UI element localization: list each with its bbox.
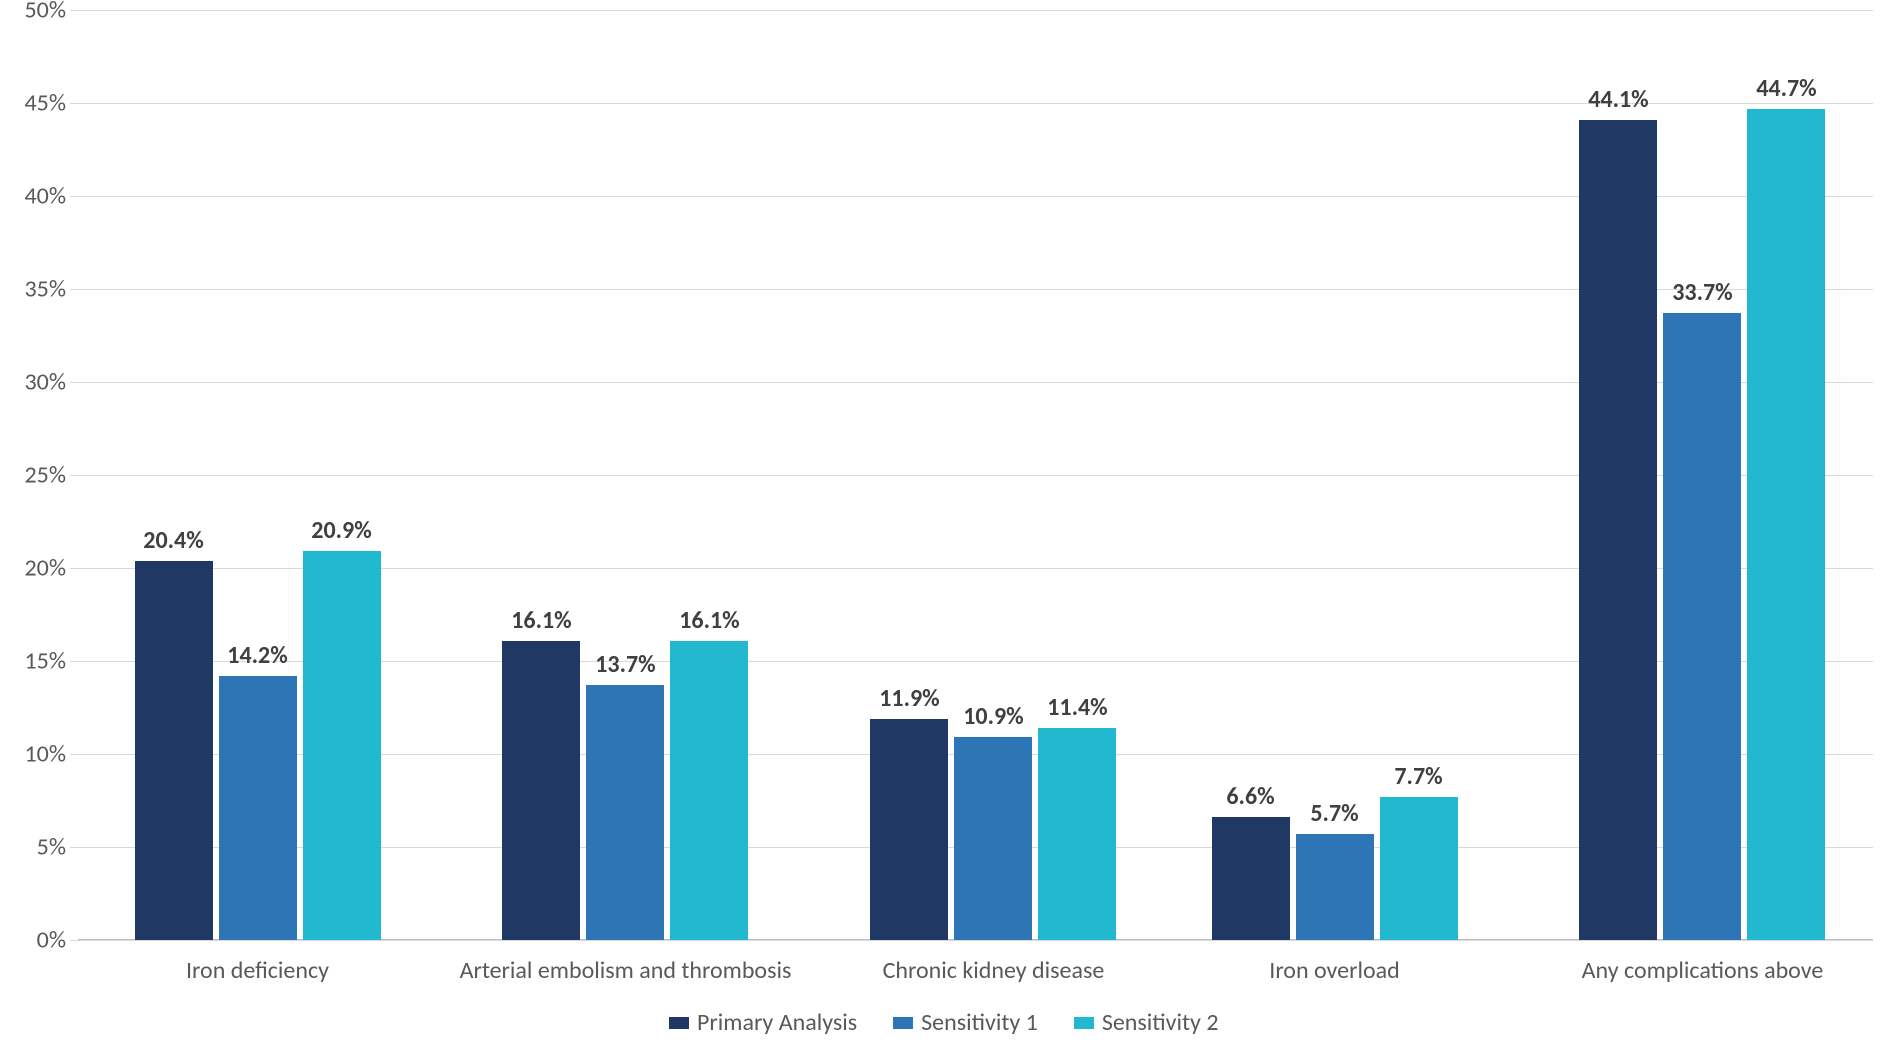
bar: 11.9% bbox=[870, 719, 948, 940]
y-axis-tick-label: 5% bbox=[37, 833, 78, 862]
bar: 16.1% bbox=[502, 641, 580, 940]
bar-data-label: 6.6% bbox=[1226, 782, 1274, 811]
chart-container: 0%5%10%15%20%25%30%35%40%45%50%20.4%14.2… bbox=[0, 0, 1889, 1045]
bar-rect bbox=[303, 551, 381, 940]
bar-rect bbox=[1296, 834, 1374, 940]
category-label: Iron overload bbox=[1269, 940, 1399, 985]
bar-rect bbox=[1380, 797, 1458, 940]
bar-rect bbox=[670, 641, 748, 940]
bar-data-label: 33.7% bbox=[1672, 278, 1732, 307]
bar: 44.7% bbox=[1747, 109, 1825, 940]
bar: 20.4% bbox=[135, 561, 213, 940]
bar-group: 44.1%33.7%44.7% bbox=[1579, 109, 1825, 940]
bar: 7.7% bbox=[1380, 797, 1458, 940]
bar-data-label: 14.2% bbox=[227, 641, 287, 670]
bar-rect bbox=[502, 641, 580, 940]
legend-item: Sensitivity 2 bbox=[1074, 1008, 1219, 1037]
bar: 11.4% bbox=[1038, 728, 1116, 940]
y-axis-tick-label: 15% bbox=[25, 647, 78, 676]
bar-rect bbox=[219, 676, 297, 940]
y-axis-tick-label: 10% bbox=[25, 740, 78, 769]
bar-data-label: 13.7% bbox=[595, 650, 655, 679]
bar-data-label: 20.4% bbox=[143, 526, 203, 555]
legend-label: Sensitivity 2 bbox=[1102, 1008, 1219, 1037]
legend-swatch bbox=[893, 1017, 913, 1029]
bar-rect bbox=[1663, 313, 1741, 940]
bar-data-label: 44.1% bbox=[1588, 85, 1648, 114]
bar-rect bbox=[1747, 109, 1825, 940]
bar-data-label: 10.9% bbox=[963, 702, 1023, 731]
y-axis-tick-label: 0% bbox=[37, 926, 78, 955]
bar-data-label: 44.7% bbox=[1756, 74, 1816, 103]
bar: 10.9% bbox=[954, 737, 1032, 940]
category-label: Iron deficiency bbox=[186, 940, 329, 985]
bar-data-label: 11.9% bbox=[879, 684, 939, 713]
y-axis-tick-label: 20% bbox=[25, 554, 78, 583]
legend: Primary Analysis Sensitivity 1 Sensitivity… bbox=[669, 1008, 1219, 1037]
bar-group: 16.1%13.7%16.1% bbox=[502, 641, 748, 940]
legend-item: Primary Analysis bbox=[669, 1008, 857, 1037]
bar-rect bbox=[135, 561, 213, 940]
legend-label: Sensitivity 1 bbox=[921, 1008, 1038, 1037]
category-label: Chronic kidney disease bbox=[883, 940, 1105, 985]
y-axis-tick-label: 40% bbox=[25, 182, 78, 211]
bar-group: 11.9%10.9%11.4% bbox=[870, 719, 1116, 940]
bar: 33.7% bbox=[1663, 313, 1741, 940]
legend-label: Primary Analysis bbox=[697, 1008, 857, 1037]
bar-data-label: 11.4% bbox=[1047, 693, 1107, 722]
y-axis-tick-label: 50% bbox=[25, 0, 78, 25]
legend-swatch bbox=[669, 1017, 689, 1029]
legend-swatch bbox=[1074, 1017, 1094, 1029]
gridline bbox=[78, 10, 1873, 11]
bar-data-label: 16.1% bbox=[679, 606, 739, 635]
bar-rect bbox=[586, 685, 664, 940]
bar-rect bbox=[954, 737, 1032, 940]
bar-group: 20.4%14.2%20.9% bbox=[135, 551, 381, 940]
bar-data-label: 16.1% bbox=[511, 606, 571, 635]
bar-data-label: 5.7% bbox=[1310, 799, 1358, 828]
bar-data-label: 7.7% bbox=[1394, 762, 1442, 791]
bar: 13.7% bbox=[586, 685, 664, 940]
bar-rect bbox=[1579, 120, 1657, 940]
bar-rect bbox=[1038, 728, 1116, 940]
bar: 6.6% bbox=[1212, 817, 1290, 940]
bar-rect bbox=[870, 719, 948, 940]
bar-rect bbox=[1212, 817, 1290, 940]
bar-data-label: 20.9% bbox=[311, 516, 371, 545]
bar: 16.1% bbox=[670, 641, 748, 940]
bar: 20.9% bbox=[303, 551, 381, 940]
bar-group: 6.6%5.7%7.7% bbox=[1212, 797, 1458, 940]
category-label: Any complications above bbox=[1582, 940, 1824, 985]
bar: 14.2% bbox=[219, 676, 297, 940]
plot-area: 0%5%10%15%20%25%30%35%40%45%50%20.4%14.2… bbox=[78, 10, 1873, 940]
y-axis-tick-label: 25% bbox=[25, 461, 78, 490]
y-axis-tick-label: 35% bbox=[25, 275, 78, 304]
bar: 44.1% bbox=[1579, 120, 1657, 940]
category-label: Arterial embolism and thrombosis bbox=[460, 940, 792, 985]
y-axis-tick-label: 45% bbox=[25, 89, 78, 118]
y-axis-tick-label: 30% bbox=[25, 368, 78, 397]
bar: 5.7% bbox=[1296, 834, 1374, 940]
legend-item: Sensitivity 1 bbox=[893, 1008, 1038, 1037]
